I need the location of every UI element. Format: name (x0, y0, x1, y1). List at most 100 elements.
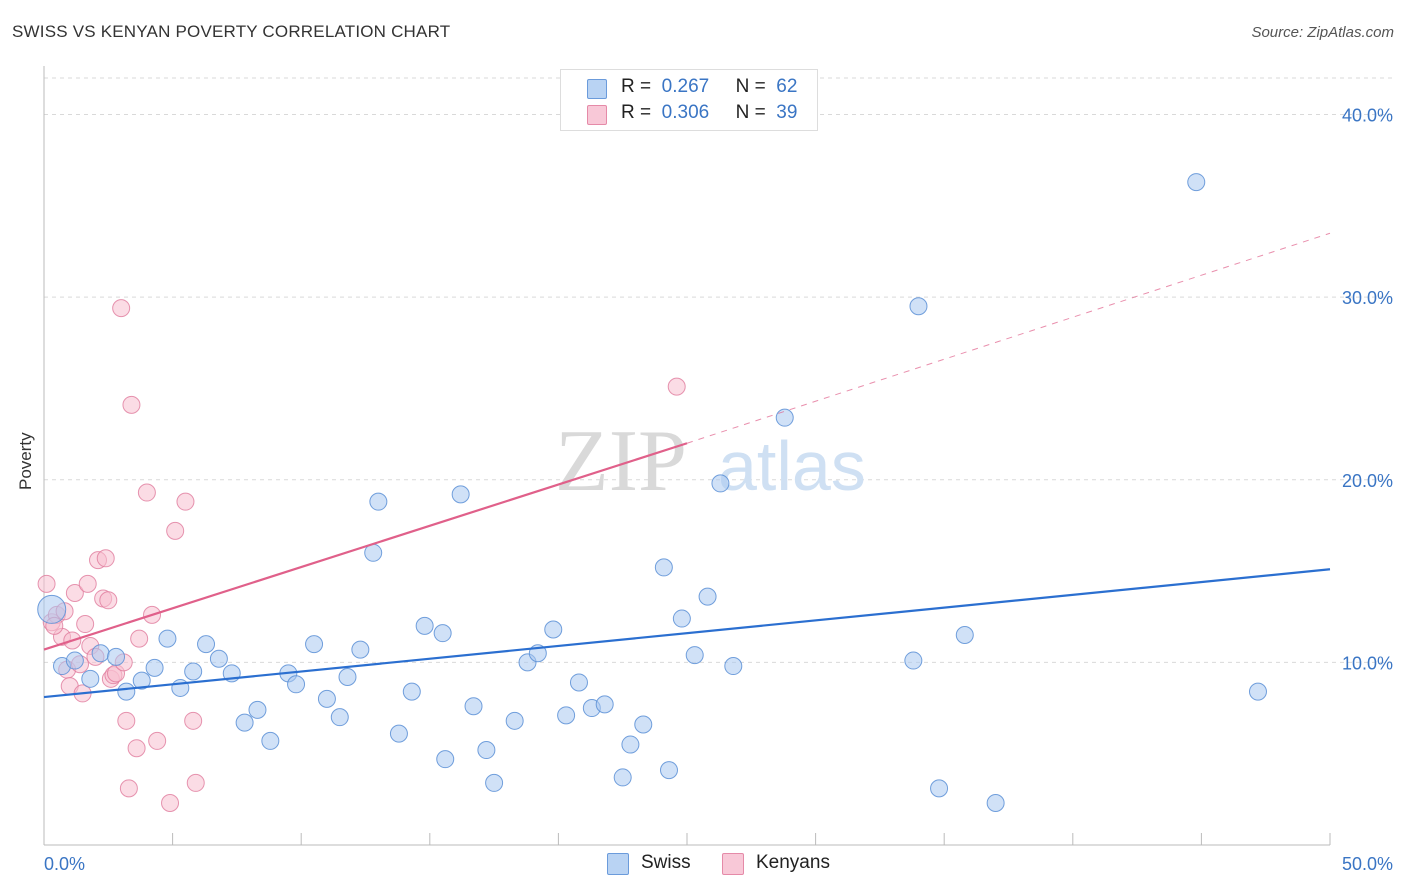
swiss-point (485, 773, 504, 792)
swiss-point (145, 658, 164, 677)
kenyan-point (119, 779, 138, 798)
swiss-point (544, 620, 563, 639)
swiss-point (37, 594, 67, 624)
swiss-point (107, 647, 126, 666)
kenyan-legend-swatch (722, 853, 744, 875)
kenyan-point (37, 574, 56, 593)
kenyan-n-value: 39 (776, 102, 798, 123)
swiss-point (184, 662, 203, 681)
chart-title: SWISS VS KENYAN POVERTY CORRELATION CHAR… (12, 22, 451, 41)
swiss-point (197, 635, 216, 654)
swiss-point (685, 646, 704, 665)
kenyan-point (161, 793, 180, 812)
swiss-point (338, 667, 357, 686)
swiss-point (330, 708, 349, 727)
x-tick-label-max: 50.0% (1342, 854, 1393, 874)
swiss-point (909, 297, 928, 316)
swiss-point (464, 697, 483, 716)
swiss-point (569, 673, 588, 692)
swiss-swatch (587, 79, 607, 99)
kenyan-legend-label: Kenyans (756, 852, 830, 873)
kenyan-point (65, 583, 84, 602)
swiss-point (415, 616, 434, 635)
swiss-point (930, 779, 949, 798)
swiss-legend-swatch (607, 853, 629, 875)
watermark-atlas: atlas (718, 427, 866, 505)
swiss-point (698, 587, 717, 606)
swiss-point (613, 768, 632, 787)
y-tick-label: 20.0% (1342, 471, 1393, 491)
swiss-point (724, 657, 743, 676)
kenyan-point (117, 711, 136, 730)
y-axis-label: Poverty (16, 432, 35, 490)
swiss-point (158, 629, 177, 648)
swiss-point (369, 492, 388, 511)
swiss-point (235, 713, 254, 732)
kenyan-point (96, 549, 115, 568)
kenyan-trend-line (43, 442, 688, 651)
swiss-point (436, 750, 455, 769)
swiss-point (595, 695, 614, 714)
kenyan-point (127, 739, 146, 758)
swiss-point (659, 761, 678, 780)
kenyan-point (184, 711, 203, 730)
kenyan-r-value: 0.306 (661, 102, 710, 123)
swiss-point (248, 700, 267, 719)
swiss-n-value: 62 (776, 76, 798, 97)
kenyan-point (186, 773, 205, 792)
swiss-point (91, 644, 110, 663)
swiss-point (621, 735, 640, 754)
swiss-point (402, 682, 421, 701)
watermark-zip: ZIP (555, 413, 687, 510)
kenyan-r-label: R = (621, 102, 652, 123)
swiss-point (261, 731, 280, 750)
source-label: Source: ZipAtlas.com (1251, 24, 1394, 41)
kenyan-point (667, 377, 686, 396)
kenyan-point (148, 731, 167, 750)
kenyan-point (122, 395, 141, 414)
swiss-point (433, 624, 452, 643)
swiss-point (209, 649, 228, 668)
swiss-point (305, 635, 324, 654)
kenyan-point (99, 591, 118, 610)
x-tick-label-min: 0.0% (44, 854, 85, 874)
kenyan-point (130, 629, 149, 648)
kenyan-swatch (587, 105, 607, 125)
kenyan-trend-extension (686, 232, 1331, 444)
swiss-point (317, 689, 336, 708)
swiss-point (451, 485, 470, 504)
swiss-point (132, 671, 151, 690)
y-tick-label: 30.0% (1342, 288, 1393, 308)
swiss-point (711, 474, 730, 493)
swiss-point (65, 651, 84, 670)
swiss-point (1187, 173, 1206, 192)
swiss-r-label: R = (621, 76, 652, 97)
swiss-point (1248, 682, 1267, 701)
swiss-point (477, 741, 496, 760)
kenyan-point (112, 299, 131, 318)
correlation-legend: R = 0.267 N = 62 R = 0.306 N = 39 (560, 69, 818, 131)
kenyan-point (166, 521, 185, 540)
swiss-point (904, 651, 923, 670)
swiss-point (557, 706, 576, 725)
kenyan-point (78, 574, 97, 593)
kenyan-n-label: N = (735, 102, 766, 123)
kenyan-point (76, 615, 95, 634)
swiss-n-label: N = (735, 76, 766, 97)
swiss-point (351, 640, 370, 659)
swiss-point (986, 793, 1005, 812)
kenyan-point (137, 483, 156, 502)
swiss-point (389, 724, 408, 743)
swiss-point (672, 609, 691, 628)
swiss-r-value: 0.267 (661, 76, 710, 97)
swiss-point (955, 625, 974, 644)
kenyan-point (176, 492, 195, 511)
swiss-point (117, 682, 136, 701)
y-tick-label: 10.0% (1342, 653, 1393, 673)
swiss-point (654, 558, 673, 577)
swiss-point (775, 408, 794, 427)
swiss-legend-label: Swiss (641, 852, 691, 873)
swiss-trend-line (43, 568, 1331, 699)
y-tick-label: 40.0% (1342, 106, 1393, 126)
